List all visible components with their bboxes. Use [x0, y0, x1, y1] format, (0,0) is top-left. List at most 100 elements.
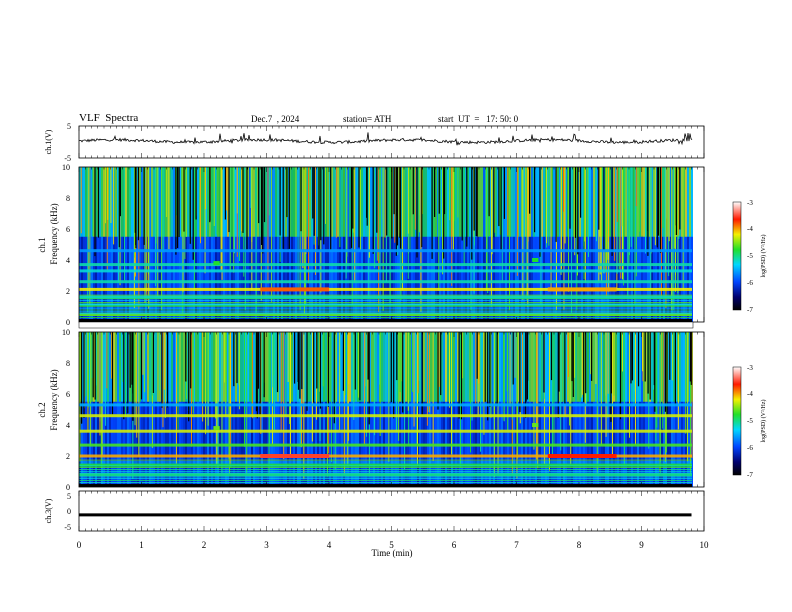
ch1-sferic: [661, 167, 662, 299]
ch1-sferic: [674, 167, 676, 249]
ch2-sferic: [163, 332, 165, 390]
ch2-sferic: [159, 332, 161, 391]
ch2-sferic: [514, 332, 516, 378]
ch1-sferic: [568, 167, 569, 292]
ch2-sferic: [347, 332, 349, 467]
ch1-sferic: [668, 167, 670, 277]
ch2-sferic: [311, 332, 313, 442]
ch1-sferic: [630, 167, 632, 247]
ch2-sferic: [251, 332, 253, 417]
ch1-sferic: [641, 167, 643, 236]
ch2-sferic: [134, 332, 136, 426]
x-tick-label: 1: [139, 540, 144, 550]
ch1-sferic: [490, 167, 492, 307]
ch2-sferic: [460, 332, 462, 400]
ch2-sferic: [269, 332, 270, 446]
ch2-sferic: [344, 332, 346, 396]
ch2-sferic: [285, 332, 287, 416]
ch1-sferic: [635, 167, 637, 207]
ch1-sferic: [204, 167, 206, 274]
ch1-sferic: [384, 167, 386, 238]
ch2-sferic: [79, 332, 81, 462]
ch1-sferic: [182, 167, 184, 293]
ch1-sferic: [229, 167, 231, 273]
ch2-sferic: [238, 332, 240, 410]
ch2-sferic: [503, 332, 505, 421]
ch1-ytick-0: 0: [66, 318, 70, 327]
ch2-sferic: [221, 332, 223, 431]
ch1-sferic: [220, 167, 222, 271]
ch1-sferic: [650, 167, 652, 291]
ch1-ytick-8: 8: [66, 194, 70, 203]
ch2-sferic: [407, 332, 409, 411]
ch2-sferic: [537, 332, 539, 469]
ch1-sferic: [634, 167, 636, 304]
ch2-sferic: [533, 332, 535, 450]
ch2-sferic: [273, 332, 275, 431]
start-time-label: start UT = 17: 50: 0: [438, 114, 519, 124]
ch2-sferic: [438, 332, 440, 387]
ch2-cb-tick-4: -4: [747, 390, 753, 398]
ch1-sferic: [583, 167, 585, 280]
ch2-sferic: [228, 332, 230, 460]
ch1-sferic: [297, 167, 299, 288]
ch1-sferic: [267, 167, 269, 284]
ch1-sferic: [516, 167, 518, 276]
ch2-sferic: [225, 332, 227, 417]
ch1-sferic: [624, 167, 626, 210]
ch1-sferic: [449, 167, 451, 221]
ch1-sferic: [161, 167, 163, 310]
ch2-cb-tick-6: -6: [747, 444, 753, 452]
ch1-sferic: [346, 167, 348, 257]
ch1-sferic: [89, 167, 91, 306]
ch1-sferic: [155, 167, 156, 287]
ch1-sferic: [576, 167, 578, 311]
x-tick-label: 3: [264, 540, 269, 550]
ch2-sferic: [622, 332, 623, 372]
ch2-sferic: [192, 332, 194, 414]
ch1-sferic: [268, 167, 270, 216]
ch2-sferic: [690, 332, 691, 475]
ch2-sferic: [655, 332, 657, 441]
ch1-sferic: [605, 167, 606, 272]
ch1-sferic: [185, 167, 187, 237]
ch1-sferic: [668, 167, 670, 242]
ch1-sferic: [675, 167, 676, 276]
ch1-sferic: [409, 167, 411, 253]
ch2-sferic: [215, 332, 216, 419]
ch2-sferic: [334, 332, 336, 470]
ch2-event-0: [260, 454, 330, 458]
ch1-sferic: [614, 167, 616, 261]
ch1-sferic: [213, 167, 215, 226]
x-axis: 0 1 2 3 4 5 6 7 8 9 10: [77, 540, 709, 550]
ch2-sferic: [301, 332, 302, 448]
ch1-sferic: [251, 167, 253, 291]
ch2-sferic: [581, 332, 583, 398]
ch1-sferic: [378, 167, 380, 312]
ch1-sferic: [420, 167, 422, 312]
ch2-sferic: [663, 332, 665, 406]
ch2-sferic: [642, 332, 643, 372]
ch2-sferic: [483, 332, 485, 435]
ch2-sferic: [379, 332, 381, 436]
ch2-sferic: [549, 332, 550, 471]
ch1-sferic: [345, 167, 347, 279]
ch1-band-4: [79, 280, 692, 284]
ch3-ylabel: ch.3(V): [44, 498, 53, 523]
ch1-waveform-trace: [79, 132, 693, 146]
ch2-sferic: [429, 332, 431, 413]
ch1-band-1: [79, 303, 692, 307]
ch2-sferic: [353, 332, 355, 420]
ch2-sferic: [122, 332, 124, 382]
x-tick-label: 5: [389, 540, 394, 550]
ch2-sferic: [100, 332, 102, 468]
ch2-sferic: [379, 332, 380, 385]
x-tick-label: 8: [577, 540, 582, 550]
ch2-spectrogram-panel: ch.2 Frequency (kHz) 0 2 4 6 8 10: [37, 328, 705, 492]
chart-title: VLF Spectra: [79, 112, 139, 124]
ch2-sferic: [623, 332, 625, 466]
ch1-sferic: [374, 167, 376, 269]
ch2-sferic: [413, 332, 415, 427]
ch2-sferic: [366, 332, 367, 437]
